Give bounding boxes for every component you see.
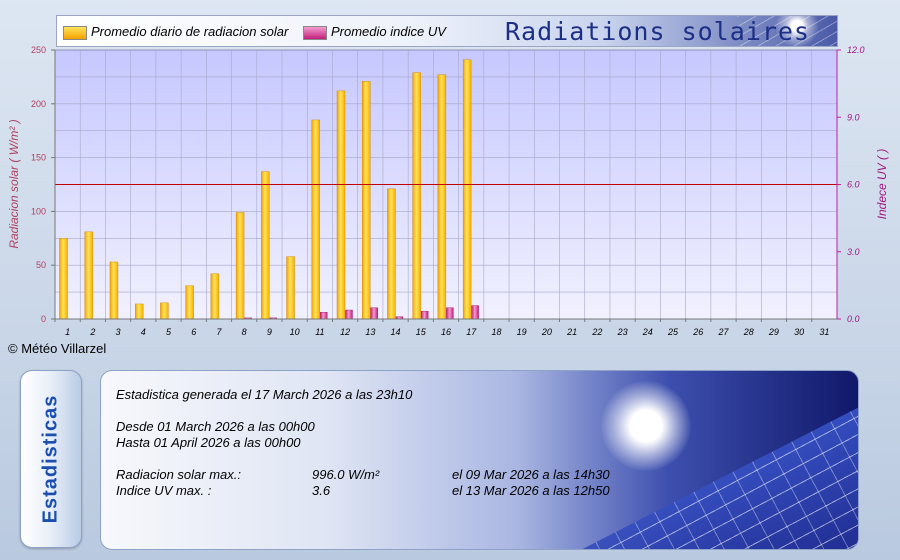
x-tick-label: 19: [517, 327, 527, 337]
left-tick-label: 200: [31, 99, 46, 109]
x-tick-label: 17: [466, 327, 477, 337]
sun-glow-decoration: [775, 16, 819, 46]
solar-bar: [387, 188, 396, 320]
uv-legend-swatch: [303, 26, 327, 40]
solar-bar: [437, 74, 447, 320]
chart-title: Radiations solaires: [505, 17, 810, 46]
solar-bar: [261, 171, 270, 320]
uv-bar: [370, 307, 378, 320]
solar-bar: [286, 256, 295, 320]
x-tick-label: 29: [768, 327, 779, 337]
x-tick-label: 3: [116, 327, 121, 337]
x-tick-label: 14: [391, 327, 401, 337]
x-tick-label: 21: [566, 327, 577, 337]
x-tick-label: 13: [365, 327, 375, 337]
left-axis-label: Radiacion solar ( W/m² ): [7, 119, 21, 248]
solar-bar: [59, 238, 68, 320]
right-tick-label: 6.0: [847, 180, 860, 190]
x-tick-label: 15: [416, 327, 427, 337]
x-tick-label: 22: [591, 327, 602, 337]
right-axis-label: Indece UV ( ): [875, 149, 889, 220]
x-tick-label: 31: [819, 327, 829, 337]
stats-solar-max-label: Radiacion solar max.:: [116, 467, 241, 482]
right-tick-label: 12.0: [847, 45, 865, 55]
x-tick-label: 8: [242, 327, 247, 337]
uv-bar: [446, 307, 454, 320]
solar-bar: [462, 59, 472, 320]
copyright-text: © Météo Villarzel: [8, 341, 107, 356]
x-tick-label: 10: [290, 327, 300, 337]
solar-legend-label: Promedio diario de radiacion solar: [91, 24, 289, 39]
solar-legend-swatch: [63, 26, 87, 40]
x-tick-label: 1: [65, 327, 70, 337]
solar-bar: [84, 231, 93, 320]
x-tick-label: 24: [642, 327, 653, 337]
x-tick-label: 2: [89, 327, 95, 337]
x-tick-label: 27: [717, 327, 729, 337]
left-tick-label: 250: [31, 45, 46, 55]
x-tick-label: 23: [617, 327, 628, 337]
left-tick-label: 150: [31, 153, 46, 163]
stats-solar-max-date: el 09 Mar 2026 a las 14h30: [452, 467, 610, 482]
x-tick-label: 12: [340, 327, 350, 337]
chart-legend-banner: Promedio diario de radiacion solar Prome…: [56, 15, 838, 47]
solar-bar: [109, 261, 119, 320]
solar-bar: [134, 303, 144, 320]
stats-to: Hasta 01 April 2026 a las 00h00: [116, 435, 301, 450]
x-tick-label: 4: [141, 327, 146, 337]
uv-legend-label: Promedio indice UV: [331, 24, 446, 39]
statistics-panel: Estadistica generada el 17 March 2026 a …: [100, 370, 859, 550]
x-tick-labels: 1 2 3 4 5 6 7 8 9 10 11 12 13 14 15 16 17 18 19 20 21 22 23 24 2…: [54, 319, 829, 337]
x-tick-label: 5: [166, 327, 172, 337]
stats-solar-max-value: 996.0 W/m²: [312, 467, 380, 482]
x-tick-label: 16: [441, 327, 451, 337]
solar-bar: [412, 72, 421, 320]
uv-bar: [320, 312, 328, 320]
right-tick-label: 3.0: [847, 247, 860, 257]
stats-uv-max-value: 3.6: [312, 483, 331, 498]
x-tick-label: 28: [743, 327, 754, 337]
right-tick-labels: 0.0 3.0 6.0 9.0 12.0: [837, 45, 865, 324]
left-tick-labels: 0 50 100 150 200 250: [31, 45, 55, 324]
solar-bar: [210, 273, 220, 320]
left-tick-label: 100: [31, 206, 46, 216]
uv-bar: [471, 305, 479, 320]
stats-uv-max-date: el 13 Mar 2026 a las 12h50: [452, 483, 610, 498]
solar-bar: [362, 81, 371, 320]
x-tick-label: 20: [541, 327, 552, 337]
solar-bar: [160, 302, 169, 320]
uv-bar: [345, 309, 353, 320]
solar-bar: [336, 90, 346, 320]
x-tick-label: 30: [794, 327, 804, 337]
solar-bar: [185, 285, 194, 320]
x-tick-label: 6: [191, 327, 196, 337]
x-tick-label: 9: [267, 327, 272, 337]
x-tick-label: 18: [491, 327, 501, 337]
x-tick-label: 26: [692, 327, 703, 337]
stats-uv-max-label: Indice UV max. :: [116, 483, 212, 498]
statistics-tab: Estadisticas: [20, 370, 82, 548]
x-tick-label: 11: [315, 327, 324, 337]
x-tick-label: 25: [667, 327, 679, 337]
left-tick-label: 0: [41, 314, 46, 324]
stats-from: Desde 01 March 2026 a las 00h00: [116, 419, 315, 434]
bars-group: [59, 59, 479, 320]
uv-bar: [420, 310, 429, 320]
stats-generated: Estadistica generada el 17 March 2026 a …: [116, 387, 413, 402]
sun-decoration: [601, 381, 691, 471]
statistics-tab-label: Estadisticas: [39, 394, 62, 524]
right-tick-label: 0.0: [847, 314, 860, 324]
solar-bar: [311, 119, 320, 320]
right-tick-label: 9.0: [847, 112, 860, 122]
solar-bar: [235, 212, 245, 320]
left-tick-label: 50: [36, 260, 46, 270]
x-tick-label: 7: [216, 327, 222, 337]
